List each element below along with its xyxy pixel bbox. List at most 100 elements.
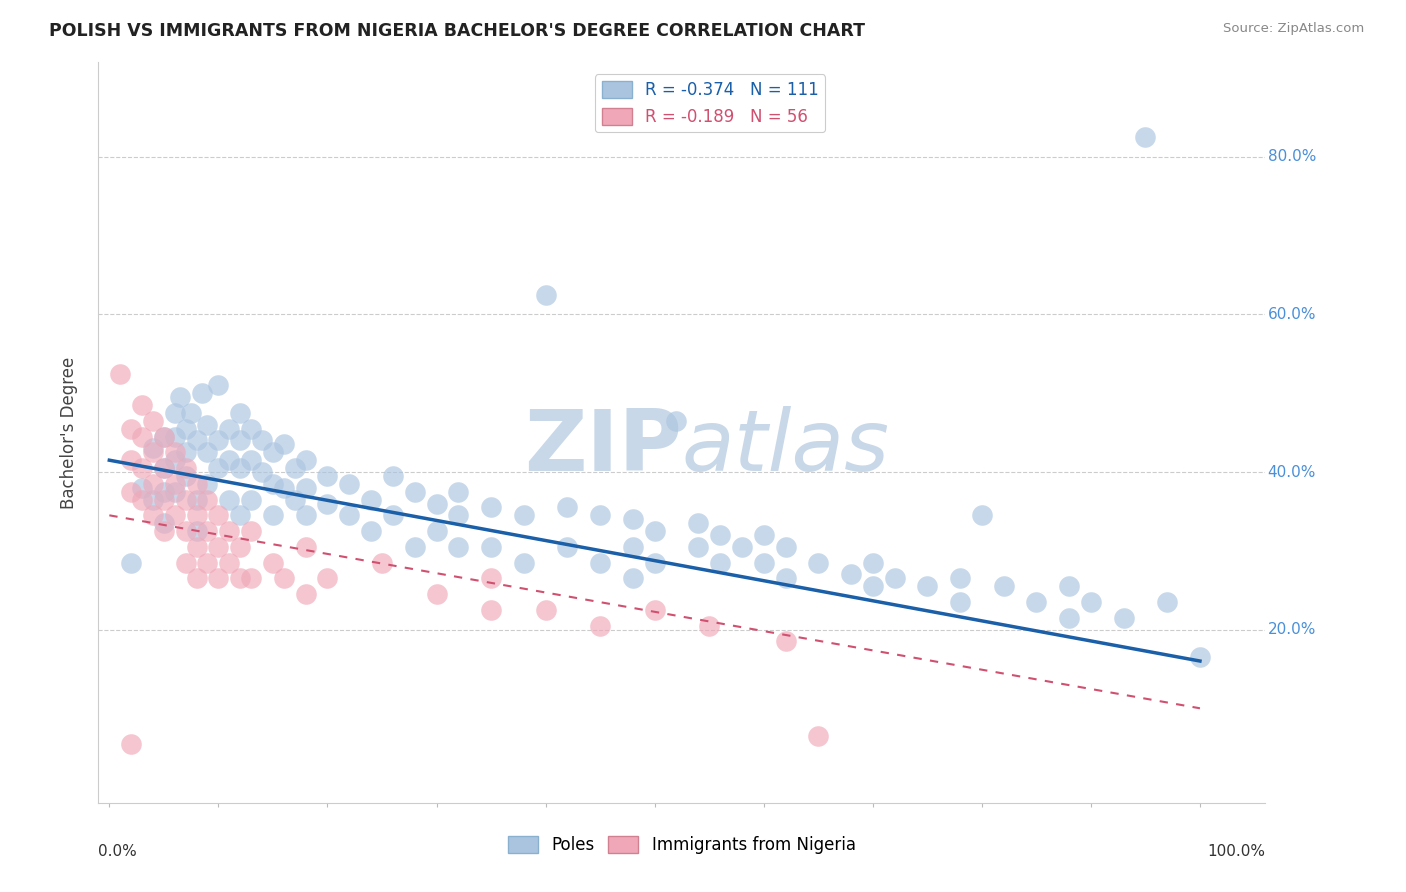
Point [589,618,612,632]
Point [163,429,186,443]
Point [294,453,316,467]
Point [970,508,993,523]
Point [589,508,612,523]
Point [273,571,295,585]
Point [207,434,229,448]
Point [174,492,197,507]
Point [917,579,939,593]
Point [131,481,153,495]
Point [250,434,273,448]
Text: ZIP: ZIP [524,406,682,489]
Point [447,540,470,554]
Point [229,434,252,448]
Point [316,496,339,510]
Point [404,484,426,499]
Point [163,476,186,491]
Point [479,603,502,617]
Point [534,287,557,301]
Point [229,406,252,420]
Point [425,496,447,510]
Point [240,422,263,436]
Point [381,469,404,483]
Point [131,461,153,475]
Point [174,556,197,570]
Point [142,445,165,459]
Point [1156,595,1178,609]
Point [229,540,252,554]
Point [993,579,1015,593]
Point [621,512,644,526]
Point [316,469,339,483]
Point [1080,595,1102,609]
Point [174,461,197,475]
Point [644,556,666,570]
Point [479,571,502,585]
Point [731,540,754,554]
Point [163,445,186,459]
Point [425,524,447,538]
Point [186,571,208,585]
Point [807,729,830,743]
Point [153,492,176,507]
Point [218,556,240,570]
Point [142,492,165,507]
Point [709,528,731,542]
Point [197,556,219,570]
Point [131,429,153,443]
Point [273,437,295,451]
Point [207,571,229,585]
Point [153,516,176,531]
Point [174,445,197,459]
Point [371,556,394,570]
Point [709,556,731,570]
Point [197,445,219,459]
Point [862,556,884,570]
Text: 60.0%: 60.0% [1268,307,1316,322]
Text: atlas: atlas [682,406,890,489]
Point [360,492,382,507]
Point [807,556,830,570]
Point [644,524,666,538]
Point [142,414,165,428]
Point [316,571,339,585]
Point [337,476,360,491]
Point [557,540,579,554]
Point [294,481,316,495]
Point [262,445,284,459]
Point [197,417,219,432]
Point [360,524,382,538]
Point [425,587,447,601]
Point [163,453,186,467]
Point [229,508,252,523]
Point [862,579,884,593]
Y-axis label: Bachelor's Degree: Bachelor's Degree [59,357,77,508]
Point [191,386,214,401]
Point [153,461,176,475]
Point [186,434,208,448]
Point [381,508,404,523]
Point [240,571,263,585]
Point [752,528,775,542]
Point [153,429,176,443]
Point [218,422,240,436]
Point [1188,650,1211,665]
Point [153,461,176,475]
Point [163,406,186,420]
Point [229,571,252,585]
Point [197,492,219,507]
Point [688,516,710,531]
Point [218,492,240,507]
Point [839,567,862,582]
Point [197,524,219,538]
Point [589,556,612,570]
Point [250,465,273,479]
Point [262,476,284,491]
Point [207,540,229,554]
Point [284,492,307,507]
Point [284,461,307,475]
Point [294,508,316,523]
Point [186,524,208,538]
Text: 0.0%: 0.0% [98,844,138,858]
Point [240,453,263,467]
Point [404,540,426,554]
